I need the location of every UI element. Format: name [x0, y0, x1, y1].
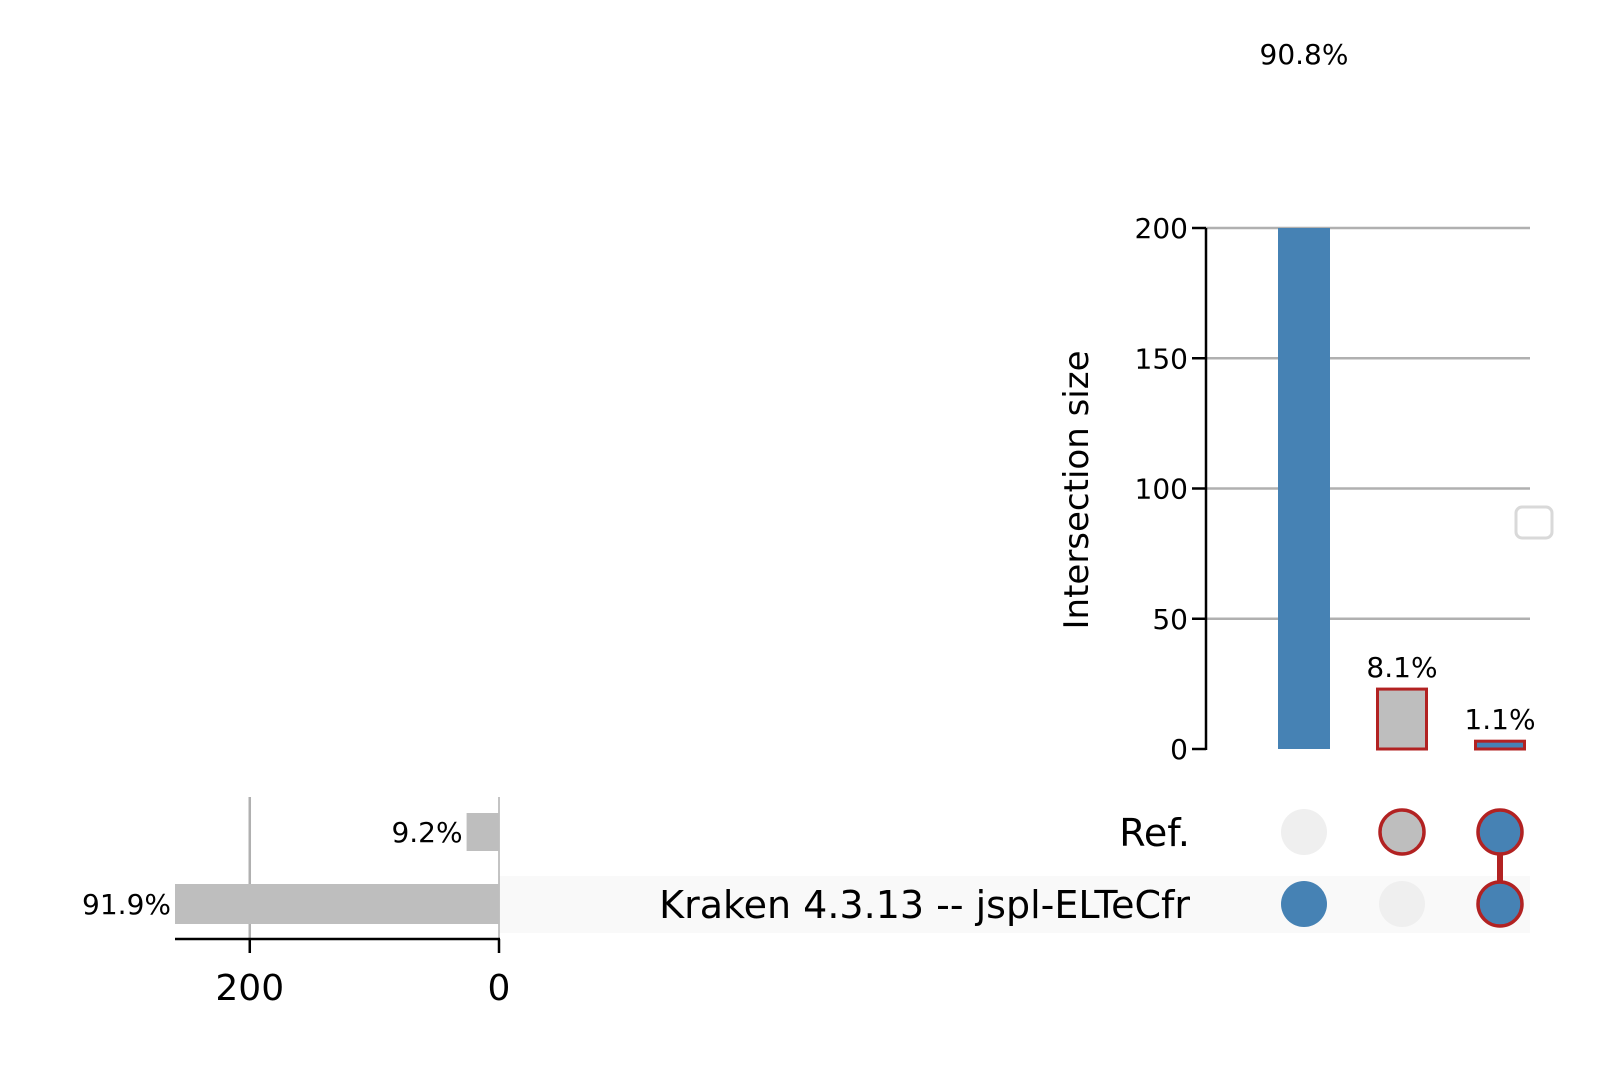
set-size-label: 91.9% — [82, 888, 171, 921]
set-size-bar — [175, 884, 499, 924]
matrix-dot-inactive — [1281, 809, 1327, 855]
set-name: Kraken 4.3.13 -- jspl-ELTeCfr — [659, 883, 1190, 927]
matrix-dot-active — [1281, 881, 1327, 927]
intersection-bar — [1474, 739, 1526, 751]
set-name: Ref. — [1119, 811, 1190, 855]
set-size-label: 9.2% — [391, 816, 462, 849]
intersection-bar — [1278, 228, 1330, 749]
set-names: Ref. Kraken 4.3.13 -- jspl-ELTeCfr — [659, 811, 1190, 927]
set-size-labels: 9.2% 91.9% — [82, 816, 463, 921]
intersection-bar-label: 8.1% — [1366, 651, 1437, 684]
matrix-dot-active — [1476, 880, 1524, 928]
matrix-dot-inactive — [1379, 881, 1425, 927]
matrix-row-shading — [499, 876, 1530, 933]
intersection-y-axis-label: Intersection size — [1057, 351, 1097, 630]
intersection-matrix — [1281, 808, 1524, 928]
matrix-dot-active — [1476, 808, 1524, 856]
x-tick-label: 0 — [488, 968, 511, 1009]
intersection-bar — [1376, 687, 1428, 751]
y-tick-label: 50 — [1152, 603, 1188, 636]
intersection-gridlines — [1206, 226, 1530, 620]
set-size-bars — [175, 813, 499, 924]
matrix-dot-active — [1378, 808, 1426, 856]
y-tick-label: 0 — [1170, 733, 1188, 766]
set-size-bar — [466, 813, 499, 851]
intersection-bar-label: 90.8% — [1260, 38, 1349, 71]
row-shading — [499, 876, 1530, 933]
x-tick-label: 200 — [215, 968, 284, 1009]
set-size-x-axis: 200 0 — [175, 937, 511, 1009]
intersection-bars — [1278, 228, 1526, 751]
y-tick-label: 100 — [1135, 473, 1188, 506]
y-tick-label: 200 — [1135, 212, 1188, 245]
y-tick-label: 150 — [1135, 342, 1188, 375]
intersection-bar-label: 1.1% — [1464, 703, 1535, 736]
legend-box — [1514, 505, 1554, 540]
intersection-bar-labels: 90.8% 8.1% 1.1% — [1260, 38, 1536, 736]
intersection-y-axis: 0 50 100 150 200 — [1135, 212, 1208, 766]
